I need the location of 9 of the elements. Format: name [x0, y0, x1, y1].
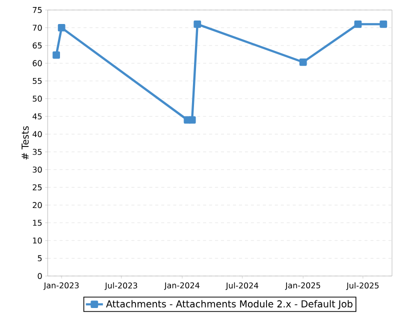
- point: [58, 24, 66, 32]
- y-axis-title: # Tests: [22, 126, 29, 160]
- point: [299, 58, 307, 66]
- point: [354, 20, 362, 28]
- legend-label: Attachments - Attachments Module 2.x - Default Job: [106, 300, 352, 310]
- point: [52, 51, 60, 59]
- point: [188, 116, 196, 124]
- point: [380, 20, 388, 28]
- point: [194, 20, 202, 28]
